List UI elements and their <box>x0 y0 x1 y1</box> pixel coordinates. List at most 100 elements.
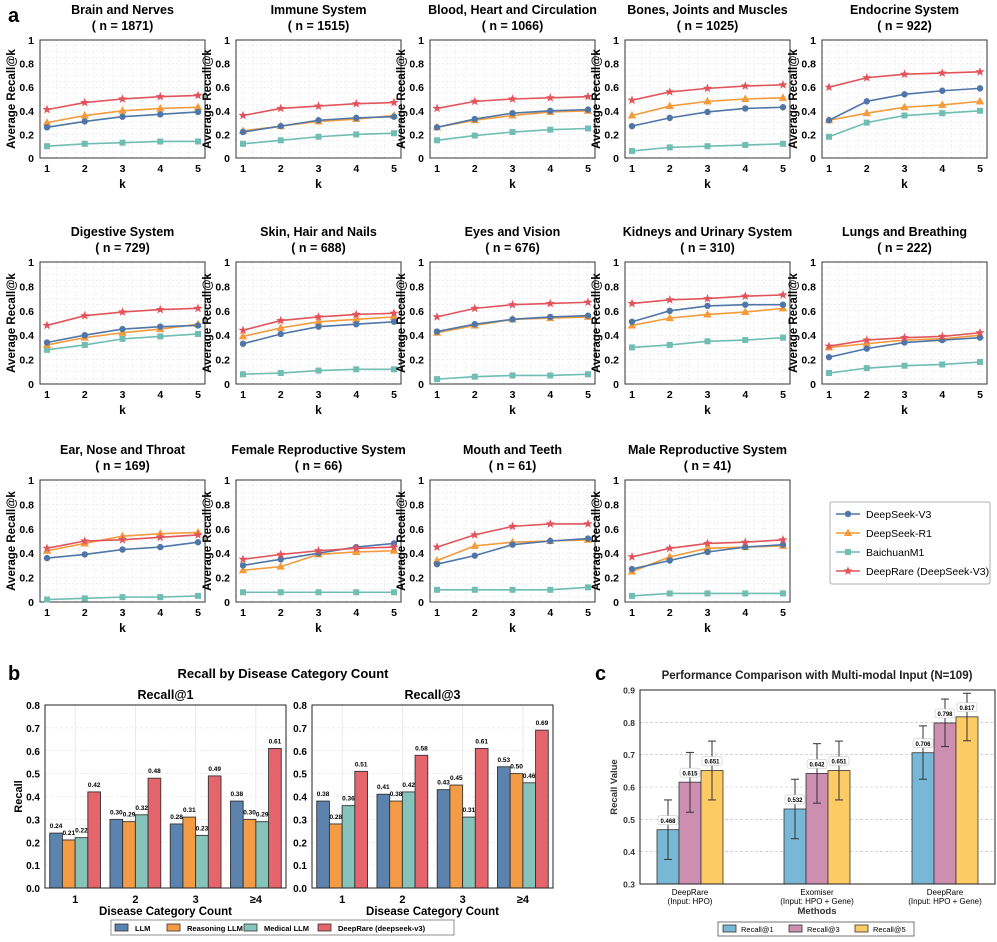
legend: DeepSeek-V3 DeepSeek-R1 BaichuanM1 DeepRare… <box>829 501 991 585</box>
y-axis-label: Average Recall@k <box>591 491 603 591</box>
bar-recall-at-5 <box>955 716 979 885</box>
y-tick-label: 0.2 <box>215 573 230 585</box>
data-point <box>939 87 946 94</box>
data-point <box>195 138 201 145</box>
bar-value-label: 0.53 <box>497 757 510 764</box>
y-tick-label: 0.4 <box>409 548 424 560</box>
y-tick-label: 0.4 <box>26 793 40 804</box>
data-point <box>666 307 673 314</box>
bar-value-label: 0.36 <box>342 796 355 803</box>
data-point <box>353 131 360 138</box>
data-point <box>585 371 591 378</box>
data-point <box>975 67 985 76</box>
data-point <box>901 362 908 369</box>
y-tick-label: 0.6 <box>604 524 619 536</box>
value-label-box <box>679 767 701 778</box>
data-point <box>826 370 832 377</box>
y-tick-label: 1 <box>418 475 424 487</box>
data-point <box>627 95 637 105</box>
data-point <box>81 341 88 348</box>
data-point <box>862 339 871 347</box>
bar-reasoning-llm <box>122 821 136 889</box>
x-tick-label: 3 <box>316 607 322 619</box>
x-tick-label: 2 <box>399 894 405 906</box>
data-point <box>863 98 870 105</box>
y-tick-label: 0.6 <box>19 524 34 536</box>
x-tick-label: 3 <box>705 163 711 175</box>
data-point <box>547 586 554 593</box>
data-point <box>899 332 910 342</box>
bar-medical-llm <box>74 837 89 889</box>
panel-label-c: c <box>595 663 606 685</box>
y-tick-label: 0.1 <box>26 861 40 872</box>
data-point <box>507 94 518 103</box>
x-tick-label: 1 <box>44 163 50 175</box>
data-point <box>44 346 50 353</box>
legend-label: DeepRare (deepseek-v3) <box>338 924 426 933</box>
y-axis-label: Average Recall@k <box>6 49 18 149</box>
x-tick-sublabel: (Input: HPO + Gene) <box>908 897 982 906</box>
y-tick-label: 0.6 <box>623 783 635 793</box>
data-point <box>432 542 442 551</box>
y-tick-label: 0 <box>613 379 619 391</box>
value-label-box <box>828 756 850 766</box>
data-point <box>629 592 635 599</box>
x-axis-label: Disease Category Count <box>366 906 499 918</box>
data-point <box>80 536 90 545</box>
value-label-box <box>912 738 934 748</box>
x-tick-label: 5 <box>780 163 786 175</box>
data-point <box>629 147 635 154</box>
data-point <box>628 565 636 573</box>
bar-reasoning-llm <box>389 800 403 889</box>
value-label-box <box>806 759 828 769</box>
y-tick-label: 1 <box>418 257 424 269</box>
y-axis-label: Average Recall@k <box>6 273 18 373</box>
bar-value-label: 0.21 <box>62 830 75 837</box>
subplot-count: ( n = 310) <box>680 241 735 255</box>
y-tick-label: 0.5 <box>623 815 635 825</box>
data-point <box>81 332 88 339</box>
y-tick-label: 0.8 <box>293 701 307 712</box>
plot-frame <box>39 261 206 385</box>
x-tick-label: 3 <box>902 163 908 175</box>
y-tick-label: 0.6 <box>215 82 230 94</box>
data-point <box>629 344 635 351</box>
x-tick-label: 5 <box>585 607 591 619</box>
plot-frame <box>311 704 554 889</box>
data-point <box>471 373 478 380</box>
bar-value-label: 0.651 <box>831 760 847 766</box>
bar-value-label: 0.45 <box>450 775 463 782</box>
subplot-count: ( n = 222) <box>877 241 932 255</box>
subplot-title: Bones, Joints and Muscles <box>627 3 788 17</box>
data-point <box>277 137 284 144</box>
y-tick-label: 1 <box>28 35 34 47</box>
subplot-female-reproductive-system: Female Reproductive System ( n = 66) 0 0.2 0… <box>202 443 406 635</box>
data-point <box>666 114 673 122</box>
data-point <box>433 124 441 131</box>
data-point <box>389 308 399 318</box>
data-point <box>238 325 248 335</box>
data-point <box>81 551 88 558</box>
x-tick-label: 3 <box>510 389 516 401</box>
data-point <box>432 312 442 321</box>
subplot-brain-and-nerves: Brain and Nerves ( n = 1871) 0 0.2 0.4 0.6 0.8… <box>6 3 206 191</box>
data-point <box>704 143 711 150</box>
x-tick-label: 2 <box>132 894 138 906</box>
bar-value-label: 0.28 <box>329 814 342 821</box>
legend-label: DeepRare (DeepSeek-V3) <box>866 566 989 578</box>
bar-value-label: 0.22 <box>75 828 88 835</box>
plot-frame <box>429 479 596 603</box>
legend-label: Reasoning LLM <box>187 924 243 933</box>
data-point <box>470 303 480 313</box>
subplot-count: ( n = 1066) <box>482 19 544 33</box>
data-point <box>862 335 872 344</box>
y-axis-label: Average Recall@k <box>202 49 214 149</box>
value-label-box <box>784 794 806 805</box>
data-point <box>545 93 555 102</box>
data-point <box>351 543 361 553</box>
data-point <box>702 83 713 93</box>
data-point <box>313 546 324 555</box>
data-point <box>545 298 555 308</box>
plot-frame <box>39 39 206 159</box>
subplot-kidneys-and-urinary-system: Kidneys and Urinary System ( n = 310) 0 0.2… <box>591 225 792 417</box>
